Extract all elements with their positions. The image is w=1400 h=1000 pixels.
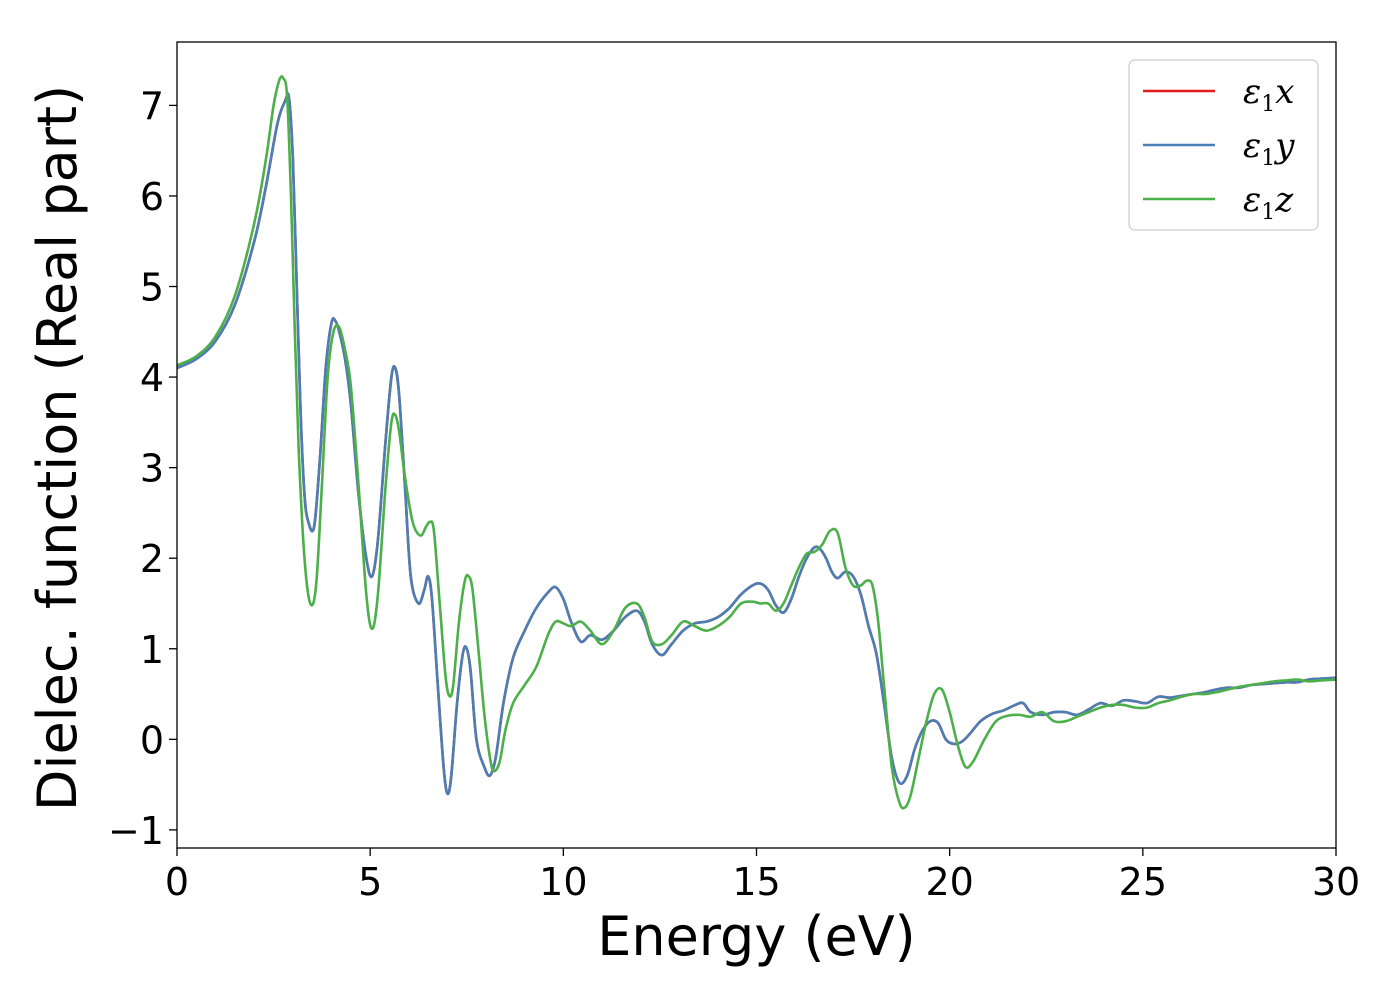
y-tick-label: 0 [140, 718, 164, 762]
y-tick-label: −1 [108, 809, 164, 853]
x-tick-label: 25 [1119, 860, 1167, 904]
x-tick-label: 0 [165, 860, 189, 904]
legend-label-y: ε1y [1243, 126, 1295, 171]
series-line-z [177, 75, 1336, 810]
y-tick-label: 4 [140, 356, 164, 400]
x-axis-label: Energy (eV) [597, 905, 916, 968]
x-tick-label: 20 [925, 860, 973, 904]
y-tick-label: 5 [140, 266, 164, 310]
y-tick-label: 1 [140, 628, 164, 672]
x-axis-ticks: 0 5 10 15 20 25 30 [165, 848, 1360, 904]
x-tick-label: 15 [732, 860, 780, 904]
series-line-y [177, 92, 1336, 796]
legend-box [1128, 59, 1319, 231]
y-axis-ticks: −1 0 1 2 3 4 5 6 7 [108, 84, 177, 853]
y-tick-label: 6 [140, 175, 164, 219]
y-axis-label: Dielec. function (Real part) [26, 85, 89, 811]
legend-label-z: ε1z [1243, 180, 1294, 225]
y-tick-label: 2 [140, 537, 164, 581]
legend: ε1x ε1y ε1z [1128, 59, 1319, 231]
series-lines [177, 75, 1336, 810]
x-tick-label: 5 [358, 860, 382, 904]
y-tick-label: 7 [140, 84, 164, 128]
legend-label-x: ε1x [1243, 72, 1294, 117]
y-tick-label: 3 [140, 447, 164, 491]
x-tick-label: 30 [1312, 860, 1360, 904]
x-tick-label: 10 [539, 860, 587, 904]
